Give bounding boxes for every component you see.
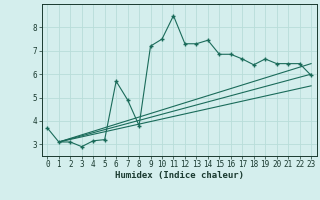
X-axis label: Humidex (Indice chaleur): Humidex (Indice chaleur) [115,171,244,180]
